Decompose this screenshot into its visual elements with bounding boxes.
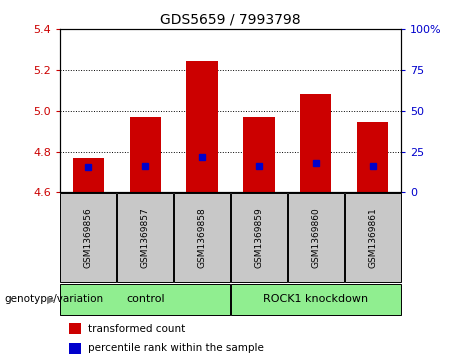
Text: GSM1369859: GSM1369859 xyxy=(254,207,263,268)
Text: GSM1369861: GSM1369861 xyxy=(368,207,377,268)
Bar xyxy=(186,61,218,192)
Title: GDS5659 / 7993798: GDS5659 / 7993798 xyxy=(160,12,301,26)
Text: GSM1369857: GSM1369857 xyxy=(141,207,150,268)
Text: GSM1369860: GSM1369860 xyxy=(311,207,320,268)
Bar xyxy=(288,193,343,282)
Text: control: control xyxy=(126,294,165,305)
Bar xyxy=(60,193,116,282)
Bar xyxy=(60,284,230,315)
Bar xyxy=(357,122,388,192)
Bar xyxy=(174,193,230,282)
Bar xyxy=(345,193,401,282)
Text: ▶: ▶ xyxy=(47,294,54,305)
Text: ROCK1 knockdown: ROCK1 knockdown xyxy=(263,294,368,305)
Bar xyxy=(73,158,104,192)
Bar xyxy=(243,117,275,192)
Text: GSM1369856: GSM1369856 xyxy=(84,207,93,268)
Bar xyxy=(118,193,173,282)
Text: transformed count: transformed count xyxy=(88,323,185,334)
Text: genotype/variation: genotype/variation xyxy=(5,294,104,305)
Bar xyxy=(130,117,161,192)
Bar xyxy=(231,284,401,315)
Text: GSM1369858: GSM1369858 xyxy=(198,207,207,268)
Text: percentile rank within the sample: percentile rank within the sample xyxy=(88,343,264,354)
Bar xyxy=(300,94,331,192)
Bar xyxy=(231,193,287,282)
